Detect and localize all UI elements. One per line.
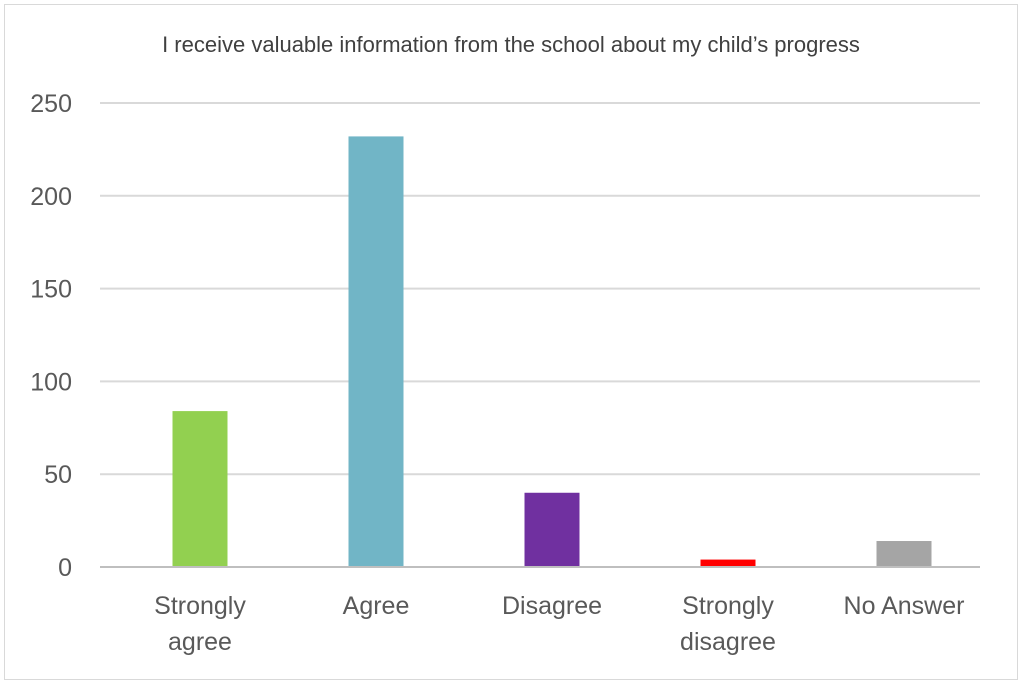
y-tick-label-50: 50 xyxy=(44,461,72,489)
x-category-label-line: disagree xyxy=(680,628,776,656)
y-axis-tick-labels: 0 50 100 150 200 250 xyxy=(30,90,72,582)
bar-no-answer xyxy=(876,541,932,567)
bar-strongly-agree xyxy=(172,411,228,567)
x-category-label: Strongly disagree xyxy=(680,592,776,656)
chart-title: I receive valuable information from the … xyxy=(162,32,860,57)
bars xyxy=(172,136,932,567)
x-category-label: Disagree xyxy=(502,592,602,620)
x-category-label: No Answer xyxy=(844,592,965,620)
gridlines xyxy=(100,102,980,476)
y-tick-label-250: 250 xyxy=(30,90,72,118)
y-tick-label-150: 150 xyxy=(30,276,72,304)
bar-disagree xyxy=(524,492,580,567)
x-category-label-line: Agree xyxy=(343,592,410,620)
x-category-label-line: Strongly xyxy=(154,592,246,620)
x-category-label-line: Disagree xyxy=(502,592,602,620)
x-category-label-line: Strongly xyxy=(682,592,774,620)
bar-agree xyxy=(348,136,404,567)
y-tick-label-0: 0 xyxy=(58,554,72,582)
x-category-label-line: agree xyxy=(168,628,232,656)
x-axis-category-labels: Strongly agree Agree Disagree Strongly disagr… xyxy=(154,592,964,656)
x-category-label: Agree xyxy=(343,592,410,620)
y-tick-label-200: 200 xyxy=(30,183,72,211)
y-tick-label-100: 100 xyxy=(30,368,72,396)
x-category-label-line: No Answer xyxy=(844,592,965,620)
x-category-label: Strongly agree xyxy=(154,592,246,656)
bar-strongly-disagree xyxy=(700,559,756,567)
